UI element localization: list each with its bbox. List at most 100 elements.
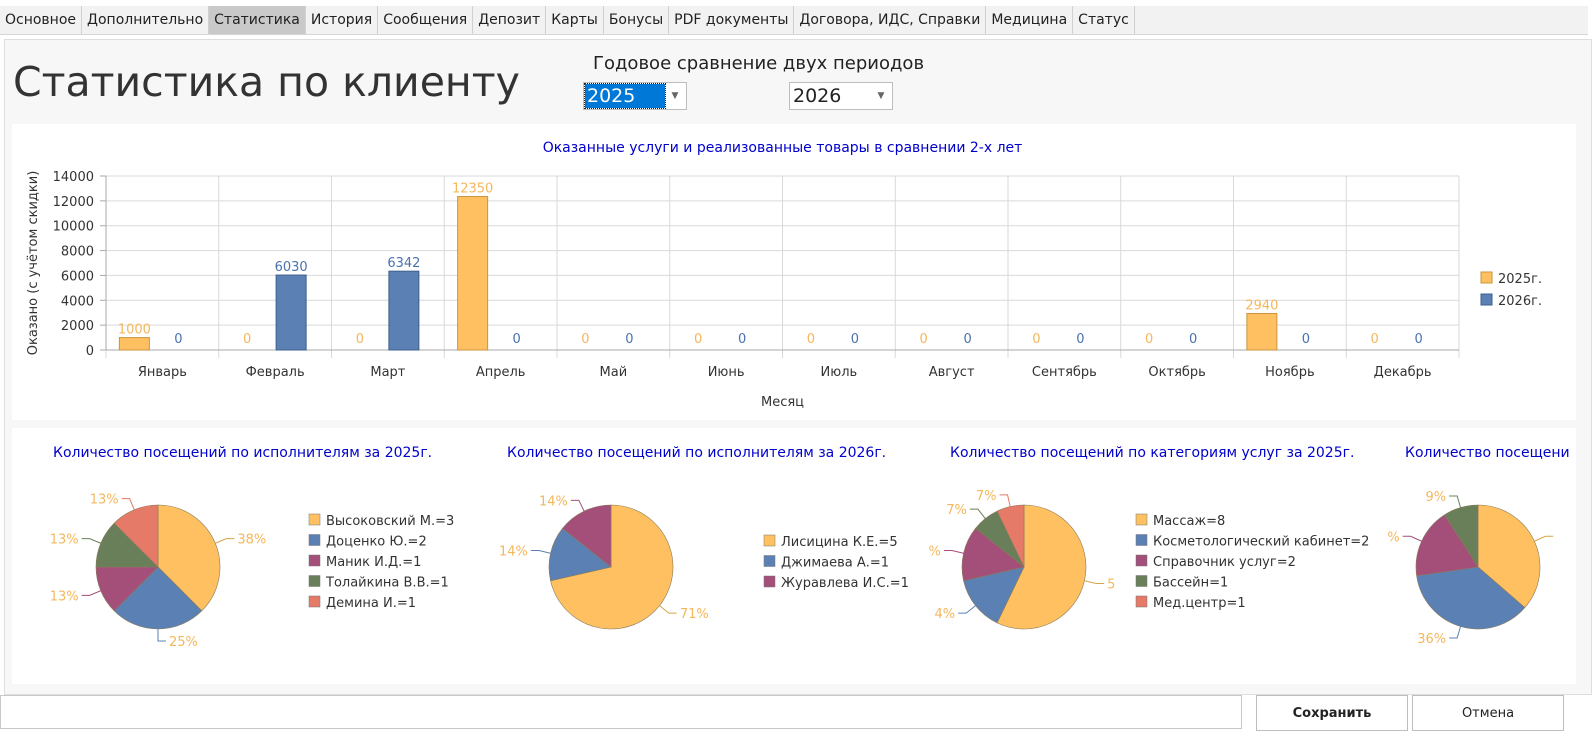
year1-value: 2025 <box>584 83 666 109</box>
pie-percent-label: 13% <box>50 533 79 548</box>
bar-value-label: 0 <box>1414 332 1422 347</box>
pie-leader-line <box>1084 580 1105 584</box>
tab-6[interactable]: Карты <box>546 6 604 34</box>
chevron-down-icon[interactable]: ▼ <box>671 91 679 101</box>
pie-slice <box>157 504 221 612</box>
pie-percent-label: % <box>1387 530 1399 545</box>
pie-title: Количество посещени <box>1405 445 1570 461</box>
pie-title: Количество посещений по категориям услуг… <box>950 445 1354 461</box>
bar-value-label: 0 <box>1189 332 1197 347</box>
year1-select[interactable]: 2025 ▼ <box>583 82 687 110</box>
save-button[interactable]: Сохранить <box>1256 695 1408 731</box>
x-tick-label: Май <box>600 365 628 380</box>
pie-legend-label: Маник И.Д.=1 <box>326 555 421 570</box>
bar-1-1 <box>275 274 307 351</box>
y-tick-label: 6000 <box>61 269 94 284</box>
tab-2[interactable]: Статистика <box>209 6 306 34</box>
bar-value-label: 0 <box>694 332 702 347</box>
pie-legend-swatch <box>308 513 321 526</box>
bar-value-label: 6342 <box>387 256 420 271</box>
bar-value-label: 0 <box>807 332 815 347</box>
pie-percent-label: 7% <box>976 489 997 504</box>
tab-5[interactable]: Депозит <box>473 6 547 34</box>
pie-slice <box>996 504 1087 630</box>
pie-slice <box>548 527 612 582</box>
y-tick-label: 14000 <box>53 170 94 185</box>
pie-title: Количество посещений по исполнителям за … <box>507 445 886 461</box>
tab-10[interactable]: Медицина <box>986 6 1074 34</box>
x-tick-label: Октябрь <box>1148 365 1205 380</box>
pie-percent-label: 13% <box>50 589 79 604</box>
pie-legend-label: Массаж=8 <box>1153 514 1225 529</box>
pie-percent-label: 5 <box>1107 577 1115 592</box>
bar-value-label: 0 <box>356 332 364 347</box>
tab-11[interactable]: Статус <box>1073 6 1135 34</box>
x-tick-label: Июль <box>821 365 858 380</box>
bar-value-label: 0 <box>1032 332 1040 347</box>
pie-percent-label: 7% <box>946 503 967 518</box>
pie-legend-label: Мед.центр=1 <box>1153 596 1246 611</box>
pie-percent-label: 38% <box>237 533 266 548</box>
bar-chart-container: Оказанные услуги и реализованные товары … <box>12 124 1576 420</box>
pie-leader-line <box>659 605 677 614</box>
tab-7[interactable]: Бонусы <box>604 6 670 34</box>
pie-leader-line <box>530 550 551 554</box>
pie-percent-label: 13% <box>90 493 119 508</box>
pie-legend-label: Бассейн=1 <box>1153 576 1228 591</box>
legend-swatch <box>1480 293 1493 306</box>
tab-9[interactable]: Договора, ИДС, Справки <box>794 6 987 34</box>
comment-field[interactable] <box>0 695 1242 729</box>
pie-legend-swatch <box>308 575 321 587</box>
bar-value-label: 1000 <box>118 323 151 338</box>
pie-percent-label: 71% <box>680 607 709 622</box>
x-tick-label: Август <box>929 365 975 380</box>
pie-slice <box>961 527 1025 582</box>
pie-legend-label: Журавлева И.С.=1 <box>781 576 909 591</box>
bar-value-label: 0 <box>1302 332 1310 347</box>
x-tick-label: Декабрь <box>1374 365 1432 380</box>
legend-label: 2026г. <box>1498 294 1542 309</box>
pie-legend-swatch <box>1135 595 1148 608</box>
bar-value-label: 6030 <box>275 260 308 275</box>
bar-value-label: 0 <box>625 332 633 347</box>
tab-0[interactable]: Основное <box>0 6 83 34</box>
pie-leader-line <box>570 499 585 512</box>
pie-legend-swatch <box>1135 534 1148 546</box>
chevron-down-icon[interactable]: ▼ <box>877 91 885 101</box>
pie-leader-line <box>81 590 101 596</box>
bar-value-label: 0 <box>963 332 971 347</box>
bar-0-3 <box>457 196 489 351</box>
pie-legend-swatch <box>763 575 776 588</box>
legend-swatch <box>1480 271 1493 284</box>
legend-label: 2025г. <box>1498 272 1542 287</box>
pie-legend-label: Справочник услуг=2 <box>1153 555 1296 570</box>
pie-slice <box>562 504 612 568</box>
bar-value-label: 0 <box>738 332 746 347</box>
tab-8[interactable]: PDF документы <box>669 6 795 34</box>
pie-percent-label: 14% <box>499 545 528 560</box>
x-tick-label: Сентябрь <box>1032 365 1097 380</box>
bar-1-2 <box>388 270 420 351</box>
y-axis-title: Оказано (с учётом скидки) <box>26 171 41 356</box>
pie-leader-line <box>969 508 986 519</box>
bar-value-label: 0 <box>243 332 251 347</box>
pie-legend-swatch <box>763 534 776 547</box>
tab-1[interactable]: Дополнительно <box>82 6 210 34</box>
x-tick-label: Февраль <box>246 365 305 380</box>
pie-legend-swatch <box>1135 513 1148 526</box>
pie-percent-label: 4% <box>935 607 956 622</box>
pie-legend-label: Доценко Ю.=2 <box>326 535 427 550</box>
y-tick-label: 8000 <box>61 245 94 260</box>
tab-4[interactable]: Сообщения <box>378 6 474 34</box>
pie-legend-label: Лисицина К.Е.=5 <box>781 535 898 550</box>
x-tick-label: Январь <box>138 365 187 380</box>
pie-slice <box>996 504 1025 568</box>
pie-leader-line <box>1449 626 1462 639</box>
pie-leader-line <box>121 498 135 510</box>
cancel-button[interactable]: Отмена <box>1412 695 1564 731</box>
x-axis-title: Месяц <box>761 395 804 410</box>
pie-leader-line <box>1402 535 1422 542</box>
bar-value-label: 0 <box>581 332 589 347</box>
tab-3[interactable]: История <box>306 6 379 34</box>
year2-select[interactable]: 2026 ▼ <box>789 82 893 110</box>
